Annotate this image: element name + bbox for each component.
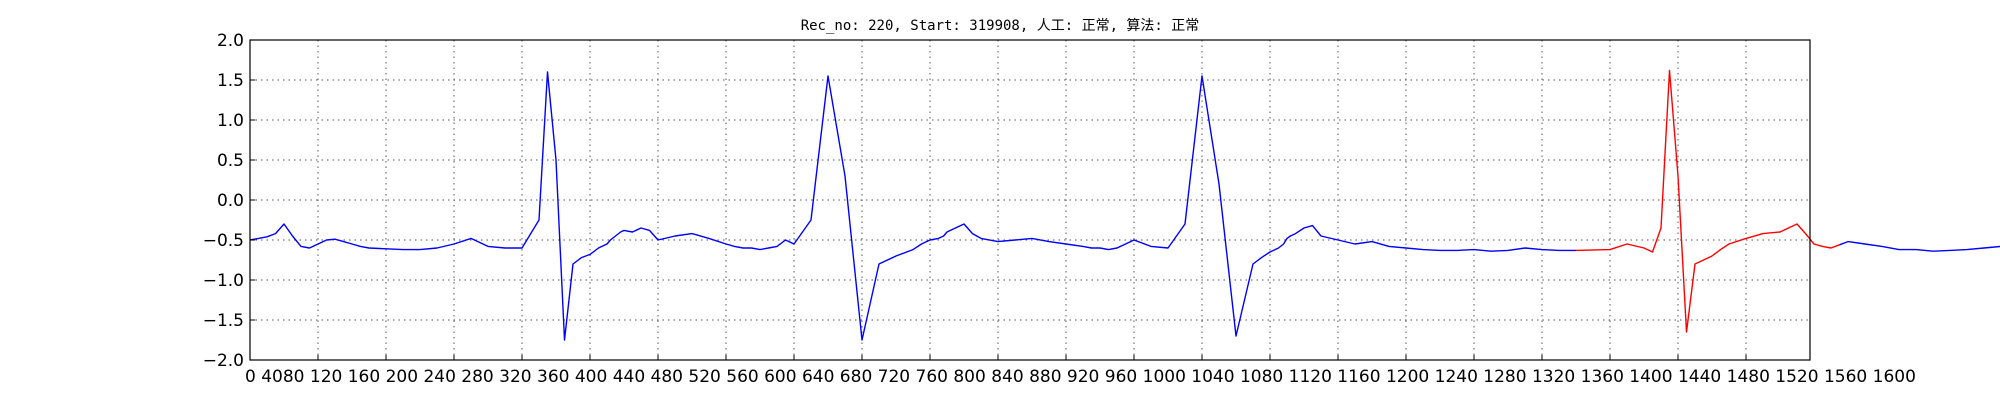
grid (249, 39, 1810, 361)
y-axis: −2.0 −1.5 −1.0 −0.5 0.0 0.5 1.0 1.5 2.0 (203, 31, 255, 371)
y-tick-label: 0.5 (217, 151, 244, 171)
y-tick-label: −1.0 (203, 271, 244, 291)
y-tick-label: −2.0 (203, 351, 244, 371)
y-tick-label: 2.0 (217, 31, 244, 51)
x-tick-labels: 0 4080 120 160 200 240 280 320 360 400 4… (245, 367, 1916, 387)
y-tick-label: 0.0 (217, 191, 244, 211)
chart-title: Rec_no: 220, Start: 319908, 人工: 正常, 算法: … (801, 18, 1200, 34)
ecg-series-line-0 (249, 71, 1576, 341)
ecg-series-line-2 (1839, 240, 2000, 252)
series-layer (249, 69, 2000, 341)
y-tick-label: 1.5 (217, 71, 244, 91)
y-tick-label: −1.5 (203, 311, 244, 331)
y-tick-label: 1.0 (217, 111, 244, 131)
ecg-series-line-1 (1575, 69, 1840, 333)
y-tick-label: −0.5 (203, 231, 244, 251)
